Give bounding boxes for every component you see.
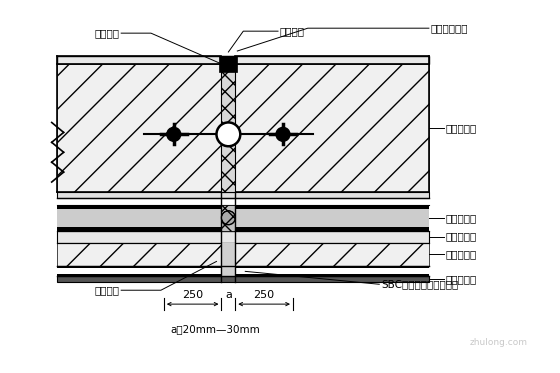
Text: 250: 250 (182, 290, 203, 300)
Text: 填缝材料: 填缝材料 (94, 28, 119, 38)
Bar (57, 276, 429, 282)
Circle shape (221, 211, 235, 225)
Bar (220, 56, 237, 72)
Bar (57, 266, 429, 269)
Text: 卷材附加层: 卷材附加层 (446, 274, 477, 284)
Text: 中埋式止水带: 中埋式止水带 (431, 23, 468, 33)
Circle shape (217, 122, 240, 146)
Bar (57, 56, 429, 64)
Bar (57, 242, 429, 266)
Bar (57, 274, 429, 276)
Text: 混凝土垫层: 混凝土垫层 (446, 250, 477, 260)
Circle shape (167, 128, 181, 141)
Text: SBC高分子复合防水卷材: SBC高分子复合防水卷材 (381, 279, 459, 289)
Text: 填充材料: 填充材料 (94, 285, 119, 295)
Bar (221, 242, 235, 276)
Bar (235, 64, 429, 192)
Text: 沙浆找平层: 沙浆找平层 (446, 232, 477, 242)
Bar (57, 227, 429, 231)
Text: zhulong.com: zhulong.com (469, 338, 528, 347)
Text: 混凝土结构: 混凝土结构 (446, 123, 477, 133)
Text: 沙浆保护层: 沙浆保护层 (446, 213, 477, 223)
Text: a：20mm—30mm: a：20mm—30mm (171, 324, 260, 334)
Bar (221, 205, 235, 231)
Bar (57, 205, 429, 209)
Bar (57, 209, 429, 227)
Bar (57, 192, 429, 198)
Bar (57, 231, 429, 242)
Text: 嵌缝材料: 嵌缝材料 (280, 26, 305, 36)
Text: 250: 250 (254, 290, 275, 300)
Bar (57, 64, 221, 192)
Text: a: a (225, 290, 232, 300)
Circle shape (276, 128, 290, 141)
Bar (221, 56, 235, 192)
